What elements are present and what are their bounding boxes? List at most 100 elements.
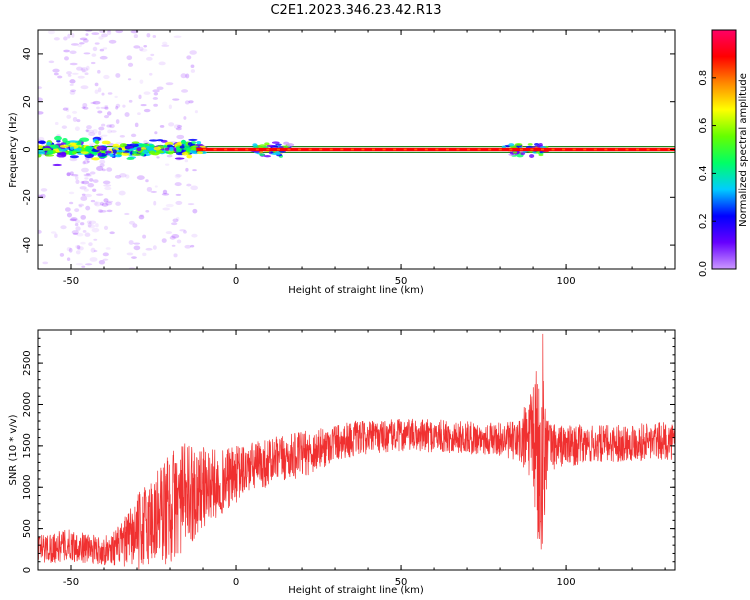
noise-mark (98, 126, 105, 131)
noise-mark (84, 174, 92, 177)
noise-mark (156, 86, 164, 90)
noise-mark (75, 262, 84, 266)
noise-mark (96, 166, 104, 172)
noise-mark (76, 66, 83, 71)
noise-mark (115, 106, 119, 110)
cluster-mark (97, 152, 103, 157)
x-tick-label: 0 (233, 276, 239, 287)
main-line-highlight (213, 148, 217, 151)
noise-mark (133, 45, 141, 49)
noise-mark (47, 30, 55, 35)
noise-mark (96, 193, 104, 196)
noise-mark (161, 238, 167, 243)
main-line-highlight (614, 148, 618, 151)
blob-mark (286, 143, 295, 147)
noise-mark (52, 68, 60, 73)
noise-mark (80, 241, 86, 245)
noise-mark (88, 142, 97, 147)
noise-mark (124, 212, 130, 216)
y-tick-label: 20 (22, 95, 33, 108)
noise-mark (145, 247, 153, 251)
noise-mark (70, 43, 79, 46)
cluster-mark (80, 151, 89, 154)
noise-mark (72, 116, 78, 122)
noise-mark (97, 69, 101, 74)
noise-mark (138, 94, 142, 100)
noise-mark (127, 62, 134, 67)
cluster-mark (131, 153, 141, 156)
noise-mark (119, 135, 125, 138)
cluster-mark (42, 147, 52, 151)
noise-mark (158, 61, 166, 66)
x-tick-label: -50 (63, 577, 79, 588)
y-tick-label: 0 (22, 146, 33, 152)
noise-mark (102, 180, 111, 185)
cluster-mark (146, 147, 156, 151)
cluster-mark (115, 149, 126, 153)
noise-mark (71, 72, 79, 75)
noise-mark (92, 100, 101, 105)
main-line-highlight (509, 148, 513, 151)
cluster-mark (186, 154, 193, 159)
main-line-highlight (498, 148, 502, 151)
noise-mark (162, 41, 168, 46)
noise-mark (60, 225, 67, 230)
noise-mark (175, 174, 182, 178)
noise-mark (90, 61, 96, 65)
snr-marks (38, 333, 675, 570)
noise-mark (145, 179, 149, 183)
noise-mark (40, 188, 48, 192)
cluster-mark (166, 144, 173, 148)
noise-mark (75, 244, 80, 249)
cluster-mark (136, 147, 142, 152)
noise-mark (150, 53, 155, 57)
y-tick-label: 500 (22, 519, 33, 538)
main-line-highlight (477, 148, 481, 151)
noise-mark (101, 92, 105, 96)
noise-mark (161, 44, 170, 47)
colorbar-label: Normalized spectral amplitude (738, 73, 749, 227)
noise-mark (69, 157, 78, 162)
noise-mark (91, 32, 100, 36)
blob-mark (271, 141, 280, 144)
noise-mark (183, 230, 187, 234)
noise-mark (59, 252, 65, 257)
noise-mark (146, 33, 151, 38)
cluster-mark (52, 163, 62, 167)
noise-mark (104, 186, 112, 191)
colorbar-ticks: 0.0 0.2 0.4 0.6 0.8 (698, 70, 716, 277)
noise-mark (66, 212, 73, 218)
blob-mark (512, 151, 518, 154)
noise-mark (106, 124, 112, 128)
noise-mark (86, 65, 90, 71)
cluster-mark (58, 149, 66, 152)
noise-mark (87, 224, 96, 229)
main-line-highlight (203, 148, 207, 151)
noise-mark (76, 119, 81, 123)
colorbar: 0.0 0.2 0.4 0.6 0.8 Normalized spectral ampl… (698, 29, 749, 277)
main-line-highlight (372, 148, 376, 151)
noise-mark (92, 188, 97, 192)
cluster-mark (105, 150, 112, 154)
noise-mark (81, 180, 90, 185)
noise-mark (184, 244, 192, 249)
noise-mark (80, 196, 88, 201)
noise-mark (176, 239, 182, 244)
noise-mark (103, 184, 112, 187)
main-line-highlight (361, 148, 365, 151)
cluster-mark (126, 157, 135, 161)
noise-mark (90, 101, 96, 105)
noise-mark (97, 87, 102, 93)
snr-series-line (38, 333, 675, 570)
noise-mark (85, 128, 90, 133)
noise-mark (61, 125, 68, 129)
noise-mark (82, 229, 87, 233)
noise-mark (93, 249, 98, 253)
main-line-highlight (604, 148, 608, 151)
noise-mark (79, 37, 88, 41)
noise-mark (64, 56, 69, 61)
noise-mark (81, 106, 86, 109)
noise-mark (175, 200, 183, 206)
band-outline (38, 146, 675, 153)
cluster-mark (181, 152, 189, 156)
